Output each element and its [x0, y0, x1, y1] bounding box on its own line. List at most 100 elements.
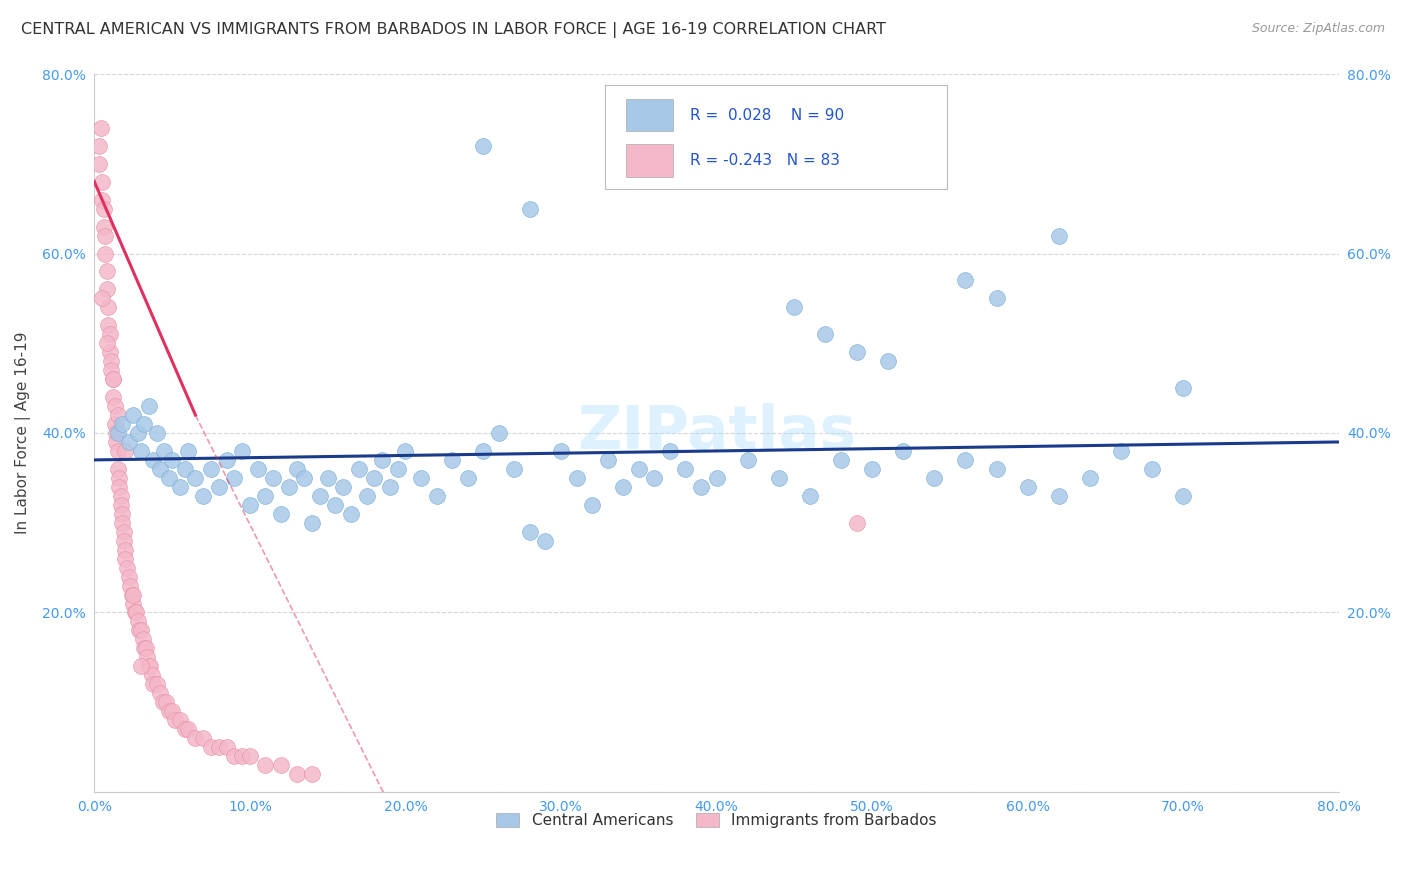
Point [347, 462, 370, 476]
Point [193, 489, 215, 503]
Point [1140, 462, 1163, 476]
Text: ZIPatlas: ZIPatlas [576, 403, 856, 462]
Point [215, 740, 238, 755]
Point [160, 704, 183, 718]
Point [124, 606, 146, 620]
Point [111, 507, 134, 521]
Point [107, 444, 129, 458]
Point [1047, 489, 1070, 503]
Point [155, 695, 177, 709]
Point [231, 444, 253, 458]
Point [129, 624, 152, 638]
Point [519, 524, 541, 539]
Point [141, 668, 163, 682]
Point [96, 264, 118, 278]
Point [277, 480, 299, 494]
Point [472, 444, 495, 458]
Point [87, 138, 110, 153]
Point [955, 453, 977, 467]
Point [955, 273, 977, 287]
Point [149, 462, 172, 476]
Point [581, 498, 603, 512]
Point [142, 677, 165, 691]
Point [97, 301, 120, 315]
Point [112, 524, 135, 539]
Point [107, 425, 129, 440]
Point [138, 659, 160, 673]
Point [117, 569, 139, 583]
Point [94, 246, 117, 260]
Point [457, 471, 479, 485]
Point [675, 462, 697, 476]
Point [441, 453, 464, 467]
Point [173, 462, 195, 476]
Point [363, 471, 385, 485]
Point [270, 507, 292, 521]
Point [169, 713, 191, 727]
Point [643, 471, 665, 485]
Point [160, 453, 183, 467]
FancyBboxPatch shape [605, 85, 946, 189]
Point [690, 480, 713, 494]
Point [136, 650, 159, 665]
Point [208, 480, 231, 494]
Point [340, 507, 363, 521]
Point [845, 345, 868, 359]
Text: Source: ZipAtlas.com: Source: ZipAtlas.com [1251, 22, 1385, 36]
Point [184, 731, 207, 745]
Text: R =  0.028    N = 90: R = 0.028 N = 90 [690, 108, 845, 123]
Point [596, 453, 619, 467]
Point [157, 471, 180, 485]
FancyBboxPatch shape [626, 145, 673, 177]
Point [91, 175, 114, 189]
Legend: Central Americans, Immigrants from Barbados: Central Americans, Immigrants from Barba… [491, 807, 943, 835]
Point [115, 560, 138, 574]
Point [111, 516, 134, 530]
Point [90, 120, 112, 135]
Point [107, 408, 129, 422]
Point [356, 489, 378, 503]
Point [120, 578, 142, 592]
Point [986, 462, 1008, 476]
Point [176, 722, 198, 736]
Point [325, 498, 347, 512]
Point [111, 417, 134, 431]
Point [1078, 471, 1101, 485]
Point [285, 767, 308, 781]
Point [101, 372, 124, 386]
Point [371, 453, 394, 467]
Point [127, 615, 149, 629]
Point [768, 471, 790, 485]
Point [254, 758, 277, 772]
Point [105, 434, 128, 449]
FancyBboxPatch shape [626, 99, 673, 131]
Point [122, 408, 145, 422]
Point [200, 740, 222, 755]
Point [986, 292, 1008, 306]
Point [142, 453, 165, 467]
Point [129, 659, 152, 673]
Point [100, 354, 122, 368]
Point [208, 740, 231, 755]
Point [706, 471, 728, 485]
Point [93, 219, 115, 234]
Point [270, 758, 292, 772]
Point [565, 471, 588, 485]
Point [114, 542, 136, 557]
Point [127, 425, 149, 440]
Point [1017, 480, 1039, 494]
Point [96, 282, 118, 296]
Y-axis label: In Labor Force | Age 16-19: In Labor Force | Age 16-19 [15, 332, 31, 534]
Point [125, 606, 148, 620]
Point [246, 462, 269, 476]
Point [112, 533, 135, 548]
Point [292, 471, 315, 485]
Point [131, 632, 153, 647]
Point [101, 390, 124, 404]
Point [658, 444, 681, 458]
Point [814, 327, 837, 342]
Point [138, 399, 160, 413]
Point [135, 641, 157, 656]
Point [98, 345, 121, 359]
Point [262, 471, 284, 485]
